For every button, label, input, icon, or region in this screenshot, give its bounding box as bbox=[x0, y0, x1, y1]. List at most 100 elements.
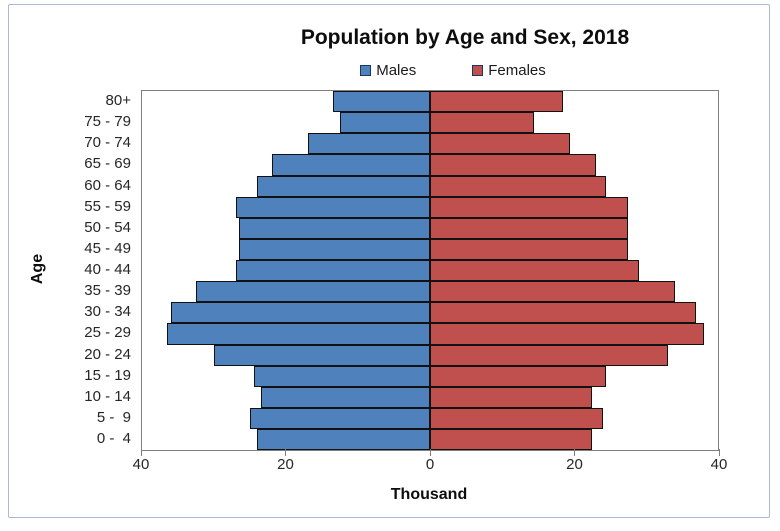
females-half bbox=[430, 302, 718, 324]
x-axis-title: Thousand bbox=[390, 486, 468, 503]
males-half bbox=[142, 407, 430, 429]
males-bar bbox=[250, 407, 430, 429]
males-half bbox=[142, 196, 430, 218]
x-tick-label: 20 bbox=[566, 456, 583, 473]
males-bar bbox=[257, 429, 430, 451]
x-tick-label: 40 bbox=[710, 456, 728, 473]
legend-item-females: Females bbox=[472, 62, 546, 79]
females-bar bbox=[430, 154, 596, 176]
females-bar bbox=[430, 112, 535, 134]
legend-label-males: Males bbox=[376, 62, 417, 79]
y-category-label: 65 - 69 bbox=[84, 155, 131, 173]
females-half bbox=[430, 365, 718, 387]
y-category-label: 30 - 34 bbox=[84, 303, 131, 321]
females-bar bbox=[430, 407, 603, 429]
y-category-label: 60 - 64 bbox=[84, 176, 131, 194]
females-half bbox=[430, 196, 718, 218]
females-half bbox=[430, 175, 718, 197]
males-half bbox=[142, 344, 430, 366]
males-bar bbox=[253, 365, 430, 387]
legend-item-males: Males bbox=[360, 62, 416, 79]
males-half bbox=[142, 365, 430, 387]
females-bar bbox=[430, 238, 628, 260]
males-half bbox=[142, 133, 430, 155]
x-tick-label: 20 bbox=[277, 456, 294, 473]
y-category-label: 75 - 79 bbox=[84, 113, 131, 131]
females-bar bbox=[430, 344, 668, 366]
females-bar bbox=[430, 302, 697, 324]
females-half bbox=[430, 344, 718, 366]
females-half bbox=[430, 260, 718, 282]
y-category-label: 5 - 9 bbox=[96, 408, 131, 426]
females-legend-swatch-icon bbox=[472, 65, 484, 76]
y-category-label: 50 - 54 bbox=[84, 218, 131, 236]
x-tick-mark bbox=[429, 449, 431, 456]
y-category-label: 0 - 4 bbox=[96, 430, 131, 448]
males-half bbox=[142, 112, 430, 134]
y-category-label: 15 - 19 bbox=[84, 366, 131, 384]
males-bar bbox=[239, 217, 430, 239]
y-category-label: 25 - 29 bbox=[84, 324, 131, 342]
pyramid-row bbox=[142, 281, 718, 303]
males-half bbox=[142, 154, 430, 176]
males-half bbox=[142, 217, 430, 239]
pyramid-row bbox=[142, 302, 718, 324]
pyramid-row bbox=[142, 238, 718, 260]
males-bar bbox=[170, 302, 430, 324]
pyramid-row bbox=[142, 91, 718, 113]
x-tick-label: 0 bbox=[425, 456, 435, 473]
pyramid-row bbox=[142, 217, 718, 239]
y-category-label: 35 - 39 bbox=[84, 282, 131, 300]
males-bar bbox=[239, 238, 430, 260]
males-half bbox=[142, 91, 430, 113]
males-bar bbox=[307, 133, 430, 155]
x-axis-tick-marks bbox=[140, 449, 720, 457]
males-bar bbox=[214, 344, 430, 366]
females-half bbox=[430, 386, 718, 408]
pyramid-row bbox=[142, 429, 718, 451]
females-half bbox=[430, 407, 718, 429]
females-bar bbox=[430, 365, 607, 387]
females-bar bbox=[430, 91, 564, 113]
males-half bbox=[142, 386, 430, 408]
females-bar bbox=[430, 323, 704, 345]
x-tick-label: 40 bbox=[132, 456, 150, 473]
y-category-label: 55 - 59 bbox=[84, 197, 131, 215]
y-category-label: 45 - 49 bbox=[84, 239, 131, 257]
pyramid-row bbox=[142, 196, 718, 218]
males-half bbox=[142, 260, 430, 282]
males-bar bbox=[235, 260, 430, 282]
females-bar bbox=[430, 281, 675, 303]
males-bar bbox=[167, 323, 430, 345]
x-tick-mark bbox=[140, 449, 142, 456]
males-bar bbox=[196, 281, 430, 303]
males-half bbox=[142, 302, 430, 324]
chart-title: Population by Age and Sex, 2018 bbox=[300, 26, 630, 49]
females-half bbox=[430, 133, 718, 155]
females-bar bbox=[430, 217, 628, 239]
y-category-label: 40 - 44 bbox=[84, 261, 131, 279]
females-bar bbox=[430, 133, 571, 155]
males-bar bbox=[340, 112, 430, 134]
pyramid-row bbox=[142, 407, 718, 429]
females-bar bbox=[430, 260, 639, 282]
males-bar bbox=[235, 196, 430, 218]
females-bar bbox=[430, 429, 592, 451]
females-half bbox=[430, 281, 718, 303]
plot-area bbox=[141, 90, 719, 451]
y-axis-category-labels: 80+ 75 - 79 70 - 74 65 - 69 60 - 64 55 - 59 50… bbox=[0, 90, 131, 449]
females-half bbox=[430, 91, 718, 113]
females-bar bbox=[430, 196, 628, 218]
males-half bbox=[142, 429, 430, 451]
females-bar bbox=[430, 175, 607, 197]
pyramid-row bbox=[142, 175, 718, 197]
pyramid-row bbox=[142, 154, 718, 176]
females-half bbox=[430, 323, 718, 345]
x-tick-mark bbox=[718, 449, 720, 456]
males-bar bbox=[332, 91, 430, 113]
males-bar bbox=[257, 175, 430, 197]
pyramid-row bbox=[142, 344, 718, 366]
plot-rows bbox=[142, 91, 718, 451]
males-half bbox=[142, 281, 430, 303]
